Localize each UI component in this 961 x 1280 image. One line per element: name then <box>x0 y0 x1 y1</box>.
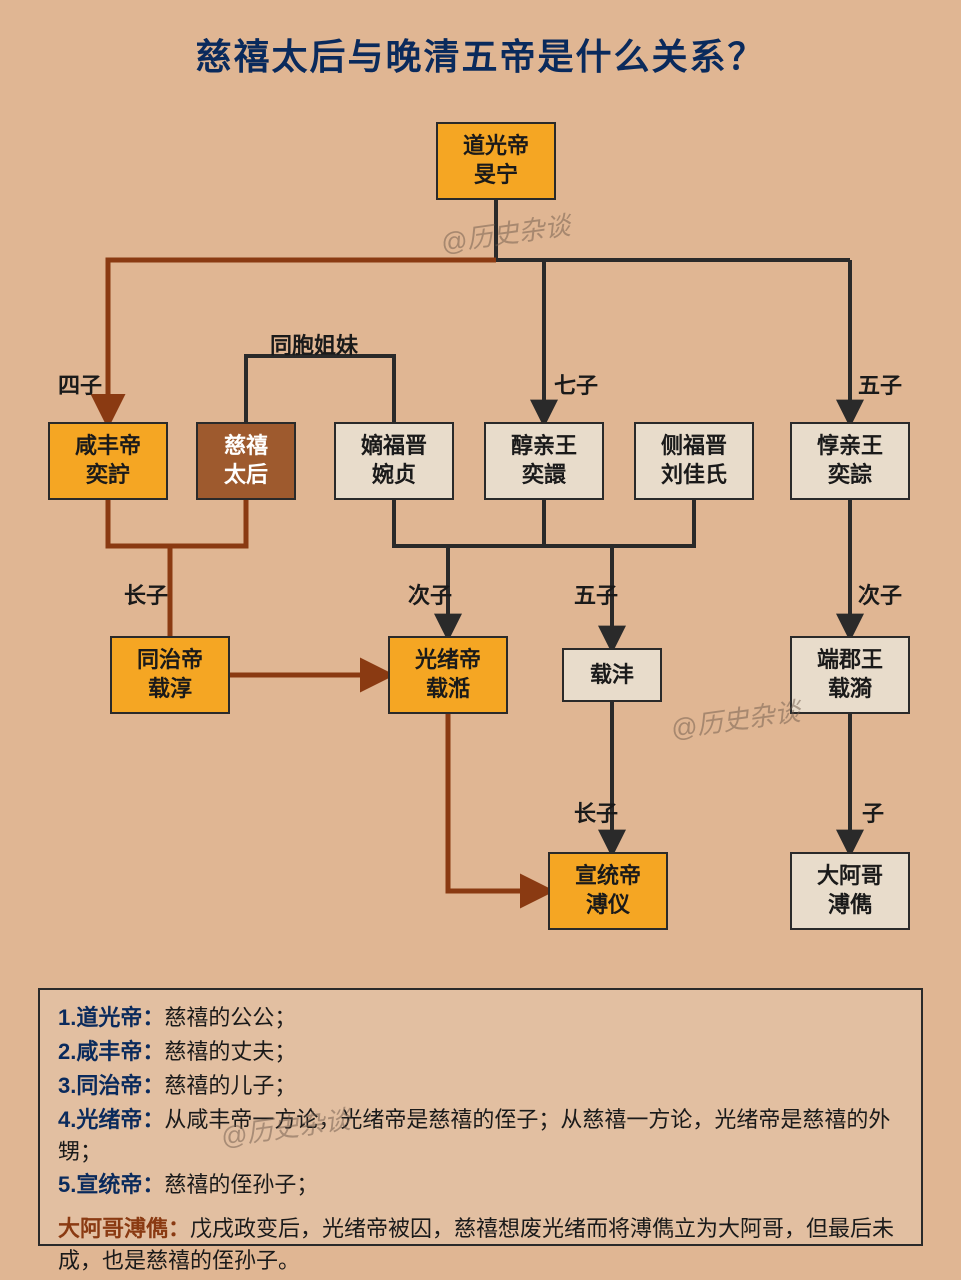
node-line1: 慈禧 <box>224 432 268 461</box>
note-row: 4.光绪帝：从咸丰帝一方论，光绪帝是慈禧的侄子；从慈禧一方论，光绪帝是慈禧的外甥… <box>58 1104 903 1168</box>
node-line2: 奕誴 <box>828 461 872 490</box>
edge-label-wuzi: 五子 <box>858 368 902 400</box>
edge-yx-lj-join <box>544 500 694 546</box>
node-line2: 载漪 <box>828 675 872 704</box>
edge-label-tongbao: 同胞姐妹 <box>270 328 358 360</box>
edge-label-sizi: 四子 <box>58 368 102 400</box>
edge-sisters <box>246 356 394 422</box>
edge-label-zhangzi1: 长子 <box>124 578 168 610</box>
node-line1: 道光帝 <box>463 132 529 161</box>
note-text: 慈禧的公公； <box>164 1005 296 1030</box>
note-row: 2.咸丰帝：慈禧的丈夫； <box>58 1036 903 1068</box>
node-line2: 奕詝 <box>86 461 130 490</box>
node-line1: 惇亲王 <box>817 432 883 461</box>
node-line1: 端郡王 <box>817 646 883 675</box>
node-line2: 奕譞 <box>522 461 566 490</box>
node-line1: 嫡福晋 <box>361 432 427 461</box>
node-line2: 溥儁 <box>828 891 872 920</box>
edge-label-wuzi2: 五子 <box>574 578 618 610</box>
node-zaifeng: 载沣 <box>562 648 662 702</box>
note-key: 1.道光帝： <box>58 1005 164 1030</box>
node-line1: 载沣 <box>590 661 634 690</box>
edge-xf-cx-join <box>108 500 246 546</box>
node-line1: 咸丰帝 <box>75 432 141 461</box>
node-yixuan: 醇亲王奕譞 <box>484 422 604 500</box>
note-text: 慈禧的丈夫； <box>164 1039 296 1064</box>
edge-label-zhangzi2: 长子 <box>574 796 618 828</box>
notes-extra: 大阿哥溥儁：戊戌政变后，光绪帝被囚，慈禧想废光绪而将溥儁立为大阿哥，但最后未成，… <box>58 1213 903 1277</box>
node-line1: 醇亲王 <box>511 432 577 461</box>
edge-wz-yx-join <box>394 500 544 546</box>
node-line2: 溥仪 <box>586 891 630 920</box>
note-row: 3.同治帝：慈禧的儿子； <box>58 1070 903 1102</box>
node-line1: 同治帝 <box>137 646 203 675</box>
node-cixi: 慈禧太后 <box>196 422 296 500</box>
note-text: 慈禧的侄孙子； <box>164 1172 318 1197</box>
page-title: 慈禧太后与晚清五帝是什么关系？ <box>0 0 961 100</box>
node-tongzhi: 同治帝载淳 <box>110 636 230 714</box>
edge-label-cizi2: 次子 <box>858 578 902 610</box>
family-tree-chart: 道光帝旻宁咸丰帝奕詝慈禧太后嫡福晋婉贞醇亲王奕譞侧福晋刘佳氏惇亲王奕誴同治帝载淳… <box>0 100 961 980</box>
node-daoguang: 道光帝旻宁 <box>436 122 556 200</box>
note-text: 慈禧的儿子； <box>164 1073 296 1098</box>
node-line2: 旻宁 <box>474 161 518 190</box>
node-liujia: 侧福晋刘佳氏 <box>634 422 754 500</box>
note-key: 4.光绪帝： <box>58 1107 164 1132</box>
node-line2: 载湉 <box>426 675 470 704</box>
node-xianfeng: 咸丰帝奕詝 <box>48 422 168 500</box>
edge-gx-xt <box>448 714 548 891</box>
note-key: 2.咸丰帝： <box>58 1039 164 1064</box>
note-key: 3.同治帝： <box>58 1073 164 1098</box>
edge-layer <box>0 100 961 980</box>
node-yicong: 惇亲王奕誴 <box>790 422 910 500</box>
node-line2: 婉贞 <box>372 461 416 490</box>
node-line1: 侧福晋 <box>661 432 727 461</box>
edge-label-zi: 子 <box>862 796 884 828</box>
node-line1: 宣统帝 <box>575 862 641 891</box>
node-line1: 光绪帝 <box>415 646 481 675</box>
edge-label-qizi: 七子 <box>554 368 598 400</box>
note-row: 1.道光帝：慈禧的公公； <box>58 1002 903 1034</box>
note-row: 5.宣统帝：慈禧的侄孙子； <box>58 1169 903 1201</box>
node-line2: 载淳 <box>148 675 192 704</box>
notes-box: 1.道光帝：慈禧的公公；2.咸丰帝：慈禧的丈夫；3.同治帝：慈禧的儿子；4.光绪… <box>38 988 923 1246</box>
edge-label-cizi1: 次子 <box>408 578 452 610</box>
node-line2: 太后 <box>224 461 268 490</box>
node-guangxu: 光绪帝载湉 <box>388 636 508 714</box>
node-line1: 大阿哥 <box>817 862 883 891</box>
note-key: 大阿哥溥儁： <box>58 1216 190 1241</box>
node-xuantong: 宣统帝溥仪 <box>548 852 668 930</box>
node-duanjun: 端郡王载漪 <box>790 636 910 714</box>
node-line2: 刘佳氏 <box>661 461 727 490</box>
node-wanzhen: 嫡福晋婉贞 <box>334 422 454 500</box>
node-pujun: 大阿哥溥儁 <box>790 852 910 930</box>
note-text: 从咸丰帝一方论，光绪帝是慈禧的侄子；从慈禧一方论，光绪帝是慈禧的外甥； <box>58 1107 890 1164</box>
note-key: 5.宣统帝： <box>58 1172 164 1197</box>
